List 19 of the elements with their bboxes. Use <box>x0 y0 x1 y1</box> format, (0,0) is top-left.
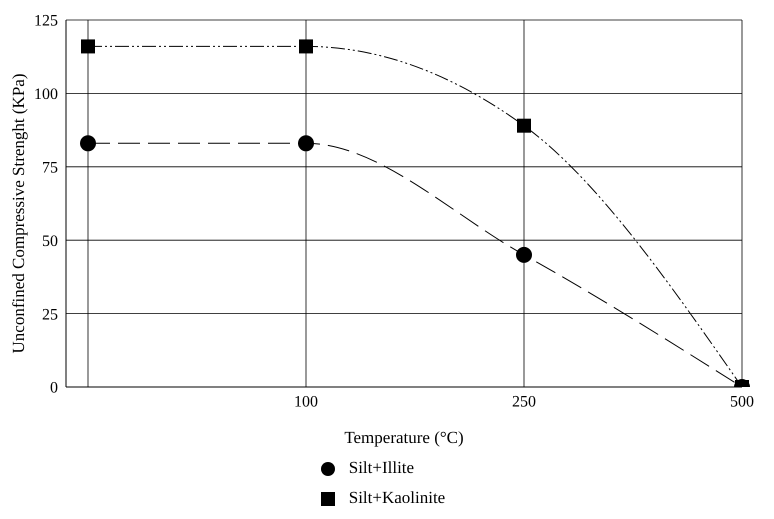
x-axis-title: Temperature (°C) <box>344 428 464 447</box>
y-tick-label: 75 <box>42 159 58 176</box>
y-tick-label: 125 <box>34 12 58 30</box>
point <box>80 135 96 152</box>
point <box>516 246 532 263</box>
x-tick-label: 100 <box>294 393 318 410</box>
y-axis-title: Unconfined Compressive Strenght (KPa) <box>9 74 28 354</box>
y-tick-label: 0 <box>50 380 58 397</box>
legend-label: Silt+Kaolinite <box>348 488 446 507</box>
point <box>517 118 531 133</box>
y-tick-label: 25 <box>42 306 58 324</box>
point <box>81 39 95 54</box>
point <box>299 39 313 54</box>
y-tick-label: 50 <box>42 232 58 250</box>
point <box>298 135 314 152</box>
x-tick-label: 250 <box>512 393 536 410</box>
legend-label: Silt+Illite <box>348 458 414 477</box>
x-tick-label: 500 <box>730 393 754 410</box>
y-tick-label: 100 <box>34 86 58 104</box>
